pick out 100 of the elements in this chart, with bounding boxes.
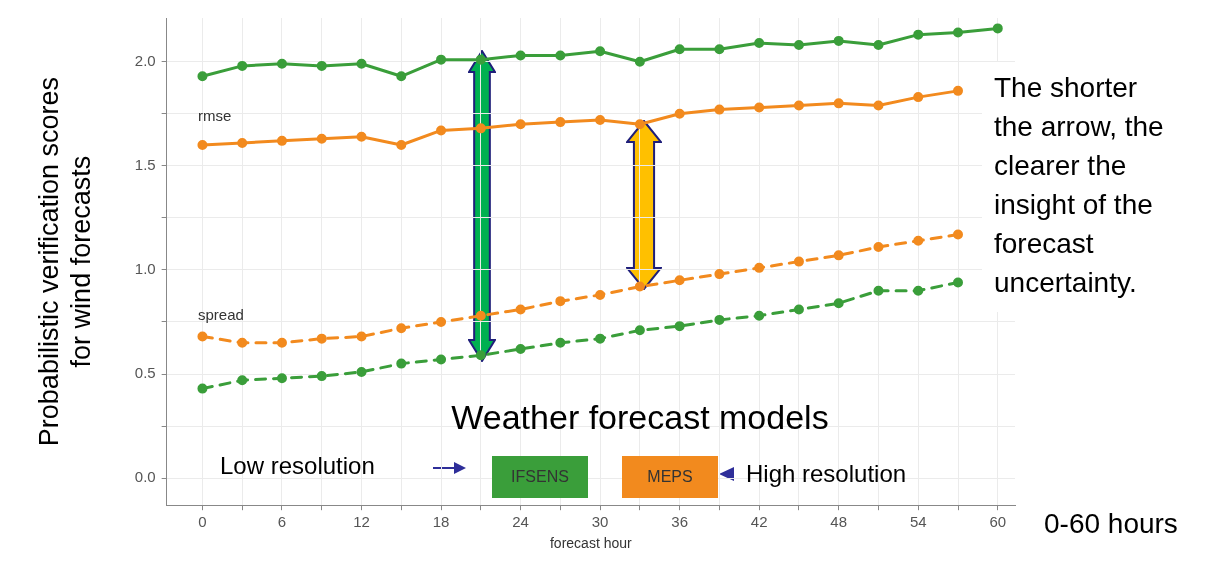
point bbox=[793, 256, 804, 267]
x-tick-label: 6 bbox=[277, 513, 287, 531]
point bbox=[714, 314, 725, 325]
x-tick-label: 18 bbox=[432, 513, 450, 531]
point bbox=[913, 29, 924, 40]
point bbox=[674, 108, 685, 119]
annotation: High resolution bbox=[746, 460, 907, 488]
y-tick-label: 2.0 bbox=[134, 51, 156, 69]
point bbox=[754, 262, 765, 273]
point bbox=[754, 102, 765, 113]
point bbox=[833, 98, 844, 109]
point bbox=[674, 275, 685, 286]
text: MEPS bbox=[622, 456, 718, 498]
point bbox=[515, 304, 526, 315]
point bbox=[913, 92, 924, 103]
point bbox=[475, 350, 486, 361]
point bbox=[873, 100, 884, 111]
x-tick-label: 30 bbox=[591, 513, 609, 531]
x-tick-label: 42 bbox=[750, 513, 768, 531]
point bbox=[873, 285, 884, 296]
point bbox=[276, 58, 287, 69]
point bbox=[555, 50, 566, 61]
point bbox=[992, 23, 1003, 34]
point bbox=[595, 289, 606, 300]
point bbox=[913, 285, 924, 296]
x-tick-label: 54 bbox=[909, 513, 927, 531]
point bbox=[634, 325, 645, 336]
point bbox=[754, 310, 765, 321]
point bbox=[356, 58, 367, 69]
point bbox=[436, 54, 447, 65]
point bbox=[953, 277, 963, 288]
point bbox=[237, 60, 248, 71]
x-tick-label: 12 bbox=[353, 513, 370, 531]
point bbox=[436, 316, 447, 327]
point bbox=[316, 371, 327, 382]
point bbox=[436, 354, 447, 365]
point bbox=[793, 40, 804, 51]
annotation: rmse bbox=[198, 107, 232, 124]
point bbox=[555, 117, 566, 128]
legend-title: Weather forecast models bbox=[450, 398, 830, 437]
point bbox=[595, 115, 606, 126]
y-axis-title: Probabilistic verification scores for wind forecasts bbox=[33, 77, 97, 447]
point bbox=[237, 375, 248, 386]
point bbox=[833, 35, 844, 46]
point bbox=[356, 366, 367, 377]
point bbox=[714, 104, 725, 115]
point bbox=[197, 71, 208, 82]
point bbox=[634, 119, 645, 130]
annotation: The shorter the arrow, the clearer the insight of the forecast uncertainty. bbox=[982, 62, 1170, 312]
y-tick-label: 0.5 bbox=[134, 364, 156, 382]
point bbox=[276, 337, 287, 348]
point bbox=[396, 140, 407, 151]
x-axis-title: forecast hour bbox=[549, 535, 633, 552]
point bbox=[515, 50, 526, 61]
point bbox=[475, 54, 486, 65]
point bbox=[953, 85, 963, 96]
point bbox=[276, 135, 287, 146]
point bbox=[634, 281, 645, 292]
x-tick-label: 60 bbox=[989, 513, 1007, 531]
point bbox=[833, 250, 844, 261]
point bbox=[714, 44, 725, 55]
point bbox=[873, 242, 884, 253]
y-tick-label: 0.0 bbox=[134, 468, 156, 486]
point bbox=[793, 100, 804, 111]
point bbox=[316, 60, 327, 71]
text: 0-60 hours bbox=[1044, 508, 1178, 540]
point bbox=[595, 46, 606, 57]
point bbox=[316, 333, 327, 344]
point bbox=[396, 323, 407, 334]
point bbox=[873, 40, 884, 51]
point bbox=[953, 27, 963, 38]
x-tick-label: 0 bbox=[198, 513, 207, 531]
point bbox=[396, 358, 407, 369]
y-tick-label: 1.5 bbox=[134, 155, 156, 173]
point bbox=[237, 337, 248, 348]
point bbox=[356, 331, 367, 342]
y-tick-label: 1.0 bbox=[134, 260, 156, 278]
point bbox=[674, 44, 685, 55]
point bbox=[754, 37, 765, 48]
point bbox=[634, 56, 645, 67]
point bbox=[276, 373, 287, 384]
point bbox=[555, 337, 566, 348]
point bbox=[555, 296, 566, 307]
point bbox=[356, 131, 367, 142]
annotation: spread bbox=[198, 306, 244, 323]
point bbox=[595, 333, 606, 344]
point bbox=[475, 310, 486, 321]
point bbox=[436, 125, 447, 136]
point bbox=[714, 269, 725, 280]
x-tick-label: 48 bbox=[830, 513, 848, 531]
text: IFSENS bbox=[492, 456, 588, 498]
point bbox=[674, 321, 685, 332]
point bbox=[396, 71, 407, 82]
annotation: Low resolution bbox=[220, 452, 375, 480]
point bbox=[833, 298, 844, 309]
point bbox=[197, 140, 208, 151]
point bbox=[793, 304, 804, 315]
point bbox=[475, 123, 486, 134]
point bbox=[197, 383, 208, 394]
point bbox=[913, 235, 924, 246]
